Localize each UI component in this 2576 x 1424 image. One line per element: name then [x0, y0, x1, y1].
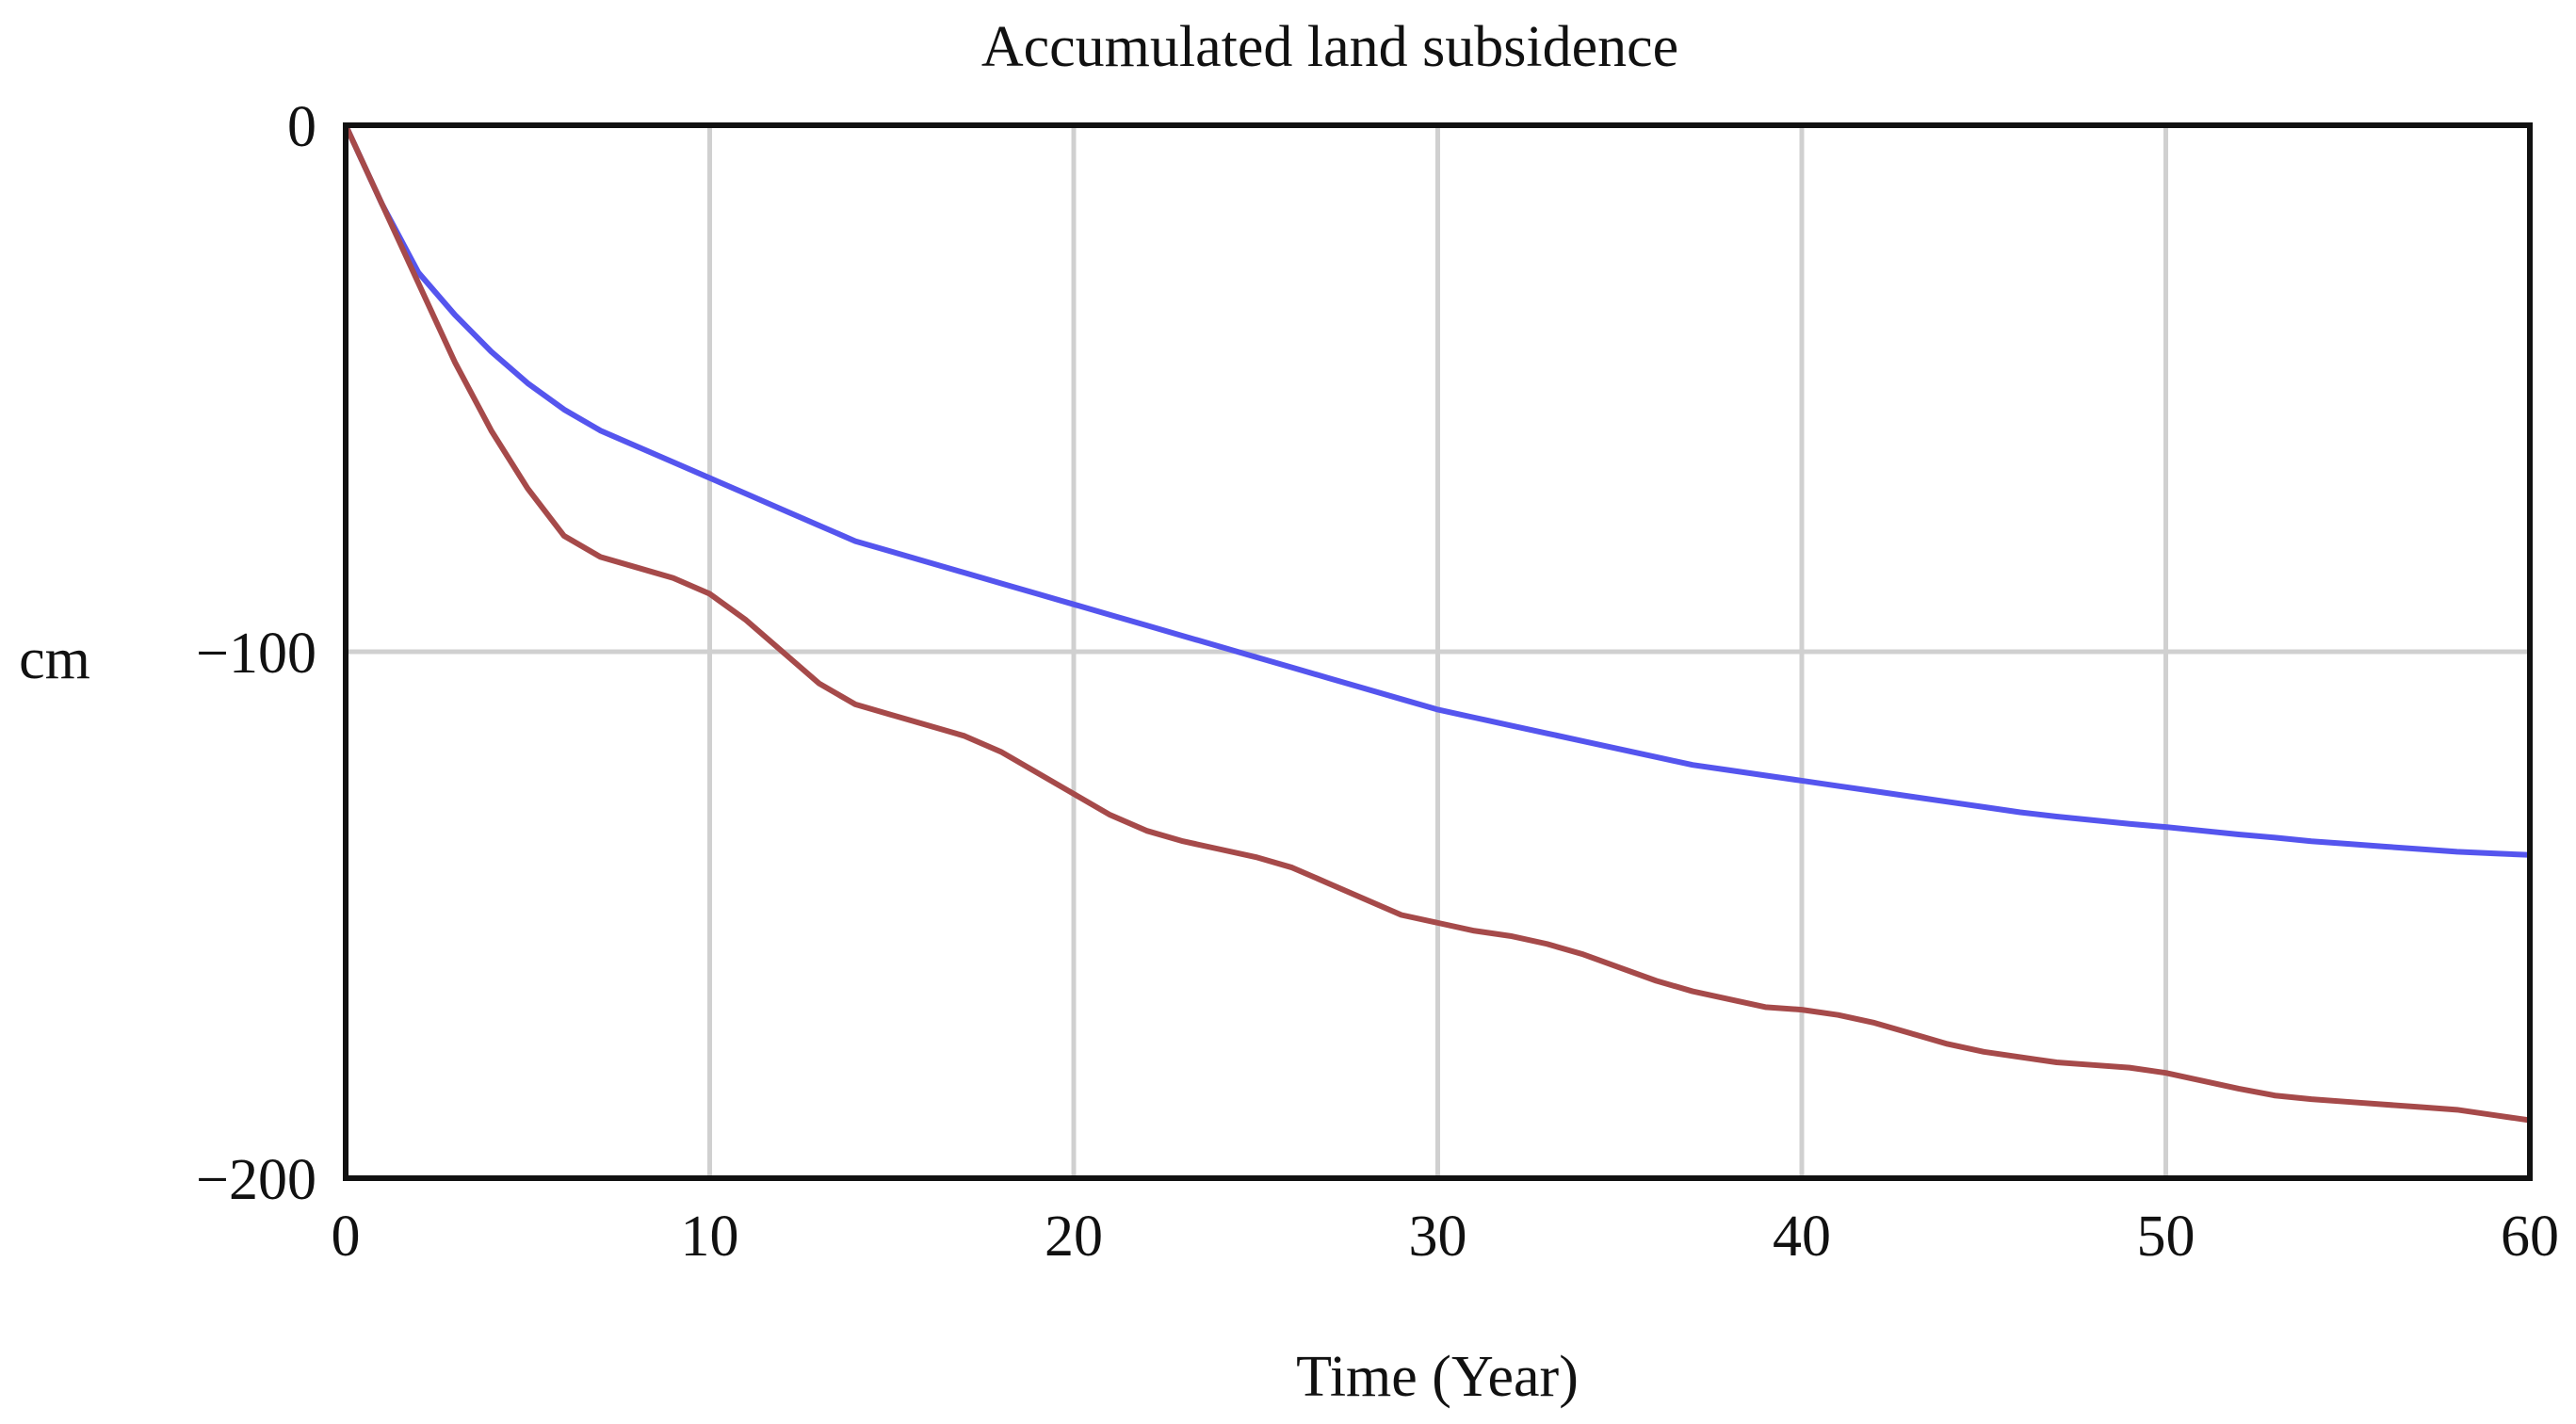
y-tick-label: 0 [287, 95, 316, 159]
chart-title: Accumulated land subsidence [981, 15, 1678, 79]
x-tick-label: 40 [1773, 1205, 1831, 1269]
x-axis-label: Time (Year) [1296, 1345, 1579, 1409]
x-axis-tick-labels: 0 10 20 30 40 50 60 [332, 1205, 2560, 1269]
series-group [343, 122, 2533, 1124]
grid [346, 125, 2530, 1178]
x-tick-label: 20 [1045, 1205, 1103, 1269]
x-tick-label: 50 [2137, 1205, 2195, 1269]
y-tick-label: −200 [196, 1148, 316, 1212]
x-tick-label: 0 [332, 1205, 361, 1269]
x-tick-label: 10 [681, 1205, 739, 1269]
blue-series-line [343, 122, 2533, 858]
x-tick-label: 30 [1409, 1205, 1467, 1269]
y-axis-label: cm [19, 627, 90, 691]
x-tick-label: 60 [2501, 1205, 2559, 1269]
red-series-line [343, 122, 2533, 1124]
plot-frame [343, 122, 2533, 1181]
y-tick-label: −100 [196, 622, 316, 686]
y-axis-tick-labels: 0 −100 −200 [196, 95, 316, 1212]
